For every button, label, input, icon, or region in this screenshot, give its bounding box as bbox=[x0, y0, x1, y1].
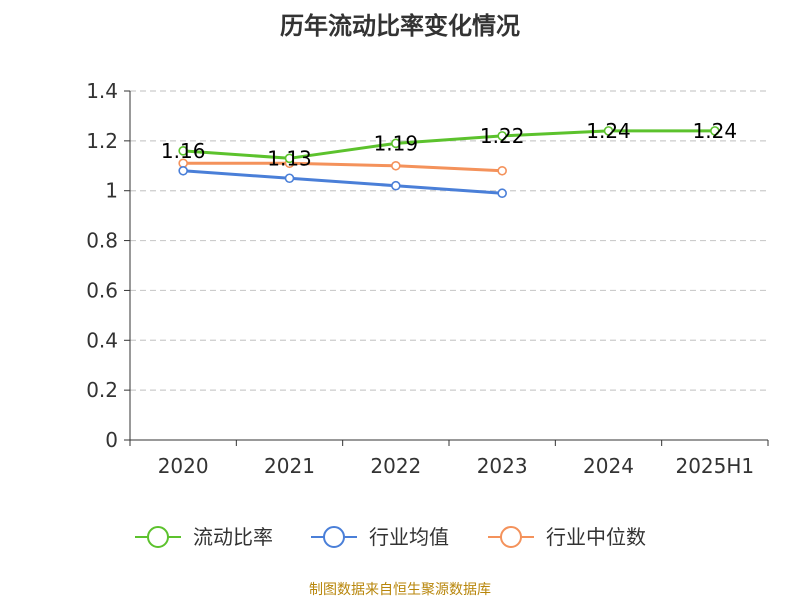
x-tick-label: 2025H1 bbox=[675, 454, 754, 478]
x-tick-label: 2021 bbox=[264, 454, 315, 478]
y-tick-label: 1.2 bbox=[86, 129, 118, 153]
legend-marker bbox=[323, 526, 345, 548]
data-point bbox=[603, 126, 614, 136]
y-tick-label: 0 bbox=[105, 428, 118, 452]
y-tick-label: 0.8 bbox=[86, 229, 118, 253]
y-tick-label: 0.6 bbox=[86, 278, 118, 302]
y-tick-label: 1 bbox=[105, 179, 118, 203]
data-point bbox=[710, 126, 720, 136]
legend-marker bbox=[500, 526, 522, 548]
y-tick-label: 0.2 bbox=[86, 378, 118, 402]
legend-label: 流动比率 bbox=[193, 525, 273, 549]
data-point bbox=[391, 180, 401, 191]
data-point bbox=[284, 173, 295, 184]
data-labels: 1.16 1.13 1.19 1.22 1.24 1.24 bbox=[161, 119, 737, 170]
data-label: 1.13 bbox=[267, 146, 312, 170]
chart-title: 历年流动比率变化情况 bbox=[280, 12, 520, 40]
x-tick-label: 2024 bbox=[583, 454, 634, 478]
data-point bbox=[284, 153, 295, 164]
data-label: 1.24 bbox=[693, 119, 738, 143]
legend-marker bbox=[147, 526, 169, 548]
data-label: 1.24 bbox=[586, 119, 631, 143]
source-note: 制图数据来自恒生聚源数据库 bbox=[309, 582, 491, 598]
x-tick-label: 2022 bbox=[370, 454, 421, 478]
series-line bbox=[183, 161, 503, 173]
axes: 0 0.2 0.4 0.6 0.8 1 1.2 1.4 2020 2021 2022 2023 2024… bbox=[86, 79, 769, 478]
data-point bbox=[178, 146, 188, 156]
x-tick-label: 2020 bbox=[158, 454, 209, 478]
data-point bbox=[391, 160, 401, 171]
data-point bbox=[178, 165, 188, 176]
y-tick-label: 0.4 bbox=[86, 328, 118, 352]
x-tick-label: 2023 bbox=[477, 454, 528, 478]
data-label: 1.16 bbox=[161, 139, 206, 163]
series-line bbox=[183, 169, 503, 195]
data-point bbox=[391, 138, 401, 149]
legend-label: 行业均值 bbox=[369, 525, 449, 549]
y-tick-label: 1.4 bbox=[86, 79, 118, 103]
grid-lines bbox=[130, 90, 768, 391]
series-lines bbox=[178, 126, 720, 199]
data-point bbox=[497, 131, 507, 141]
data-point bbox=[497, 188, 507, 199]
data-label: 1.19 bbox=[374, 131, 419, 155]
series-line bbox=[183, 129, 715, 160]
data-label: 1.22 bbox=[480, 124, 525, 148]
legend-label: 行业中位数 bbox=[546, 525, 646, 549]
legend: 流动比率 行业均值 行业中位数 bbox=[135, 525, 646, 549]
data-point bbox=[497, 165, 507, 176]
